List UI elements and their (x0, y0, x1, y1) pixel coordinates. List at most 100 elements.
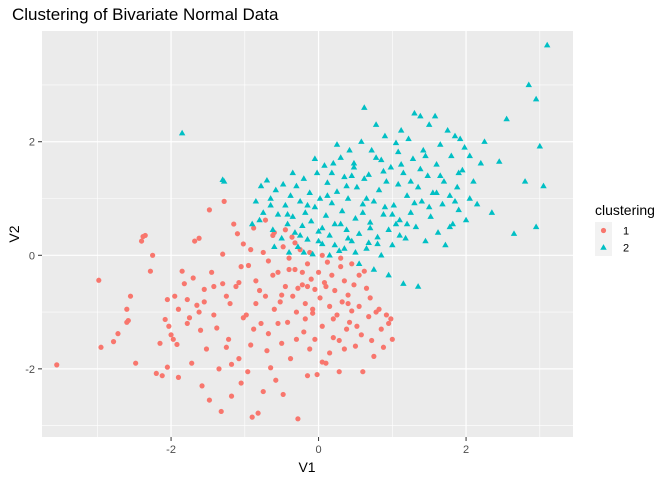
cluster-1-point (304, 261, 311, 267)
cluster-1-point (292, 240, 298, 246)
cluster-2-point (302, 209, 309, 215)
cluster-1-point (190, 275, 196, 281)
cluster-1-point (341, 278, 347, 284)
cluster-1-point (220, 251, 226, 257)
cluster-1-point (336, 369, 342, 375)
cluster-1-point (339, 299, 345, 305)
cluster-1-point (138, 238, 145, 244)
y-tick-label: 0 (29, 250, 35, 262)
cluster-2-point (361, 104, 368, 110)
cluster-2-point (422, 237, 429, 244)
cluster-1-point (314, 371, 320, 378)
cluster-1-point (304, 373, 311, 379)
cluster-2-point (333, 141, 341, 147)
cluster-2-point (434, 229, 442, 235)
cluster-1-point (221, 198, 227, 204)
cluster-2-point (417, 112, 424, 119)
cluster-1-point (293, 336, 300, 342)
cluster-2-point (284, 220, 291, 227)
cluster-1-point (206, 207, 213, 213)
cluster-2-point (397, 161, 405, 167)
cluster-1-point (166, 323, 172, 329)
cluster-2-point (248, 220, 256, 227)
cluster-2-point (389, 211, 396, 217)
cluster-2-point (368, 146, 375, 153)
cluster-2-point (532, 223, 540, 230)
cluster-2-point (296, 232, 304, 238)
cluster-2-point (427, 213, 434, 219)
cluster-1-point (312, 286, 318, 292)
cluster-2-point (326, 232, 333, 238)
cluster-1-point (175, 374, 182, 380)
cluster-2-point (437, 141, 444, 147)
cluster-2-point (343, 182, 350, 189)
cluster-2-point (455, 206, 462, 213)
cluster-2-point (363, 195, 370, 201)
cluster-2-point (331, 241, 339, 248)
cluster-1-point (236, 356, 242, 362)
cluster-2-point (359, 209, 367, 215)
cluster-2-point (267, 195, 274, 201)
cluster-1-point (290, 293, 296, 299)
cluster-1-point (216, 366, 222, 372)
cluster-1-point (327, 350, 333, 356)
cluster-2-point (278, 234, 285, 241)
cluster-1-point (197, 327, 204, 333)
cluster-1-point (98, 344, 104, 350)
cluster-1-point (175, 306, 182, 312)
cluster-2-point (431, 112, 439, 119)
cluster-1-point (319, 359, 325, 365)
cluster-2-point (466, 195, 473, 201)
cluster-1-point (330, 316, 336, 322)
cluster-1-point (280, 244, 286, 250)
cluster-2-point (488, 209, 496, 215)
cluster-2-point (307, 217, 315, 224)
cluster-2-point (260, 209, 267, 215)
cluster-1-point (287, 356, 294, 362)
cluster-1-point (164, 296, 170, 303)
cluster-2-point (337, 220, 344, 227)
cluster-2-point (289, 213, 296, 219)
cluster-2-point (355, 230, 363, 236)
cluster-1-point (345, 300, 351, 307)
cluster-2-point (451, 197, 459, 204)
cluster-1-point (206, 397, 213, 403)
cluster-2-point (285, 249, 293, 255)
cluster-1-point (209, 269, 215, 275)
cluster-2-point (321, 162, 328, 168)
cluster-1-point (240, 241, 246, 247)
cluster-2-point (424, 172, 431, 179)
cluster-1-point (184, 296, 190, 303)
cluster-1-point (225, 336, 232, 342)
cluster-1-point (346, 319, 353, 325)
legend-label-2: 2 (623, 243, 629, 255)
y-axis-ticks: -2 0 2 (25, 137, 42, 376)
cluster-1-point (360, 369, 366, 375)
cluster-1-point (282, 283, 288, 290)
cluster-2-point (466, 152, 473, 159)
cluster-1-point (383, 312, 390, 318)
data-points (54, 41, 551, 422)
x-axis-ticks: -2 0 2 (166, 437, 469, 456)
cluster-1-point (271, 306, 277, 312)
cluster-1-point (96, 277, 102, 283)
cluster-2-point (532, 95, 540, 102)
cluster-1-point (234, 231, 241, 237)
y-axis-title: V2 (6, 225, 22, 242)
cluster-2-point (442, 241, 449, 248)
cluster-1-point (133, 360, 139, 366)
cluster-2-point (387, 163, 395, 170)
cluster-2-point (269, 226, 277, 232)
cluster-1-point (301, 329, 307, 335)
cluster-2-point (311, 203, 319, 210)
cluster-2-point (437, 172, 444, 179)
cluster-2-point (455, 169, 462, 176)
cluster-2-point (400, 169, 407, 176)
cluster-2-point (363, 245, 370, 251)
cluster-1-point (236, 279, 242, 286)
cluster-1-point (54, 362, 60, 368)
cluster-2-point (446, 192, 454, 198)
cluster-2-point (403, 192, 411, 198)
cluster-1-point (260, 249, 266, 256)
cluster-1-point (327, 303, 333, 309)
